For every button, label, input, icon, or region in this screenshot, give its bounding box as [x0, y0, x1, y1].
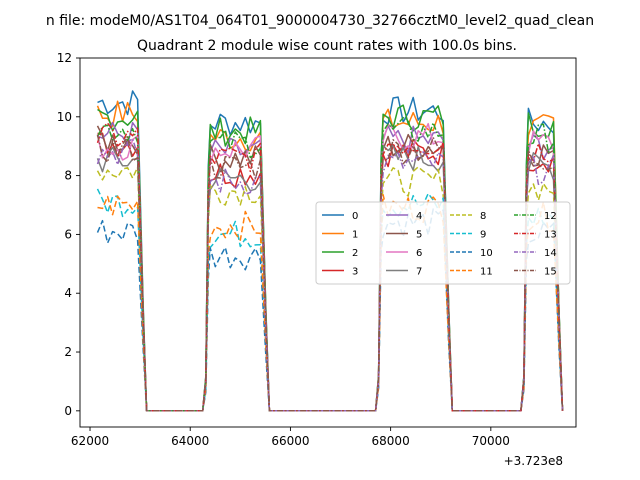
figure-suptitle: n file: modeM0/AS1T04_064T01_9000004730_…	[46, 13, 594, 29]
series-line-15	[96, 134, 564, 412]
x-tick-label: 66000	[271, 434, 309, 448]
plot-lines	[96, 90, 564, 412]
legend-label-7: 7	[416, 267, 422, 278]
legend-label-13: 13	[544, 230, 557, 241]
chart-title: Quadrant 2 module wise count rates with …	[137, 38, 517, 54]
legend-label-5: 5	[416, 230, 422, 241]
legend-label-6: 6	[416, 248, 422, 259]
legend-label-4: 4	[416, 211, 422, 222]
legend-label-8: 8	[480, 211, 486, 222]
legend-label-10: 10	[480, 248, 493, 259]
y-axis: 0 2 4 6 8 10 12	[57, 51, 80, 418]
legend-label-11: 11	[480, 267, 493, 278]
axes-frame	[79, 57, 577, 428]
y-tick-label: 2	[64, 345, 72, 359]
legend-label-9: 9	[480, 230, 486, 241]
legend-label-1: 1	[352, 230, 358, 241]
legend-box	[315, 201, 571, 285]
legend-label-15: 15	[544, 267, 557, 278]
y-tick-label: 12	[57, 51, 72, 65]
x-tick-label: 70000	[472, 434, 510, 448]
x-offset-label: +3.723e8	[504, 454, 563, 468]
legend-label-14: 14	[544, 248, 557, 259]
y-tick-label: 10	[57, 110, 72, 124]
y-tick-label: 8	[64, 169, 72, 183]
x-tick-label: 62000	[71, 434, 109, 448]
y-tick-label: 0	[64, 404, 72, 418]
x-axis: 62000 64000 66000 68000 70000	[71, 427, 510, 448]
y-tick-label: 4	[64, 286, 72, 300]
legend-label-12: 12	[544, 211, 557, 222]
legend-label-0: 0	[352, 211, 358, 222]
x-tick-label: 64000	[171, 434, 209, 448]
x-tick-label: 68000	[372, 434, 410, 448]
y-tick-label: 6	[64, 227, 72, 241]
legend-label-3: 3	[352, 267, 358, 278]
legend-label-2: 2	[352, 248, 358, 259]
